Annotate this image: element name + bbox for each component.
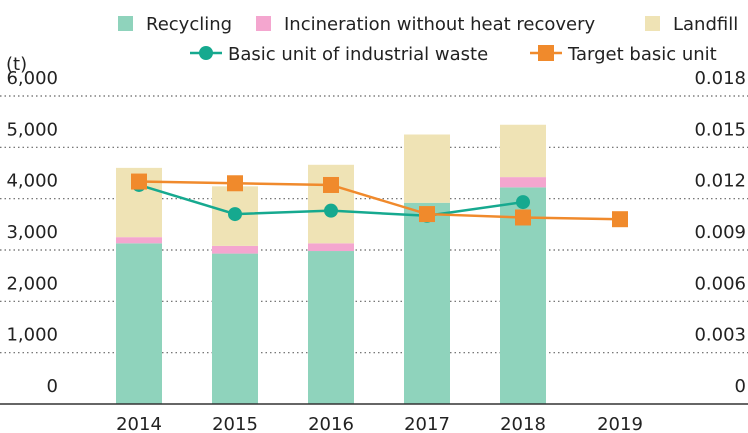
legend-marker [199, 46, 213, 60]
y-tick-label-left: 2,000 [6, 273, 58, 294]
bars [116, 124, 546, 404]
legend-swatch [256, 16, 271, 31]
data-point [612, 211, 628, 228]
legend-swatch [645, 16, 660, 31]
bar-segment [500, 124, 546, 178]
data-point [324, 203, 338, 218]
y-tick-label-left: 0 [47, 376, 58, 397]
axes: 0 1,000 2,000 3,000 4,000 5,000 6,000 0 0.003 0.0… [0, 68, 748, 433]
legend-swatch [118, 16, 133, 31]
data-point [228, 207, 242, 222]
y-tick-label-left: 3,000 [6, 222, 58, 243]
y-tick-label-left: 6,000 [6, 68, 58, 89]
bar-segment [308, 243, 354, 252]
y-tick-label-right: 0.018 [694, 68, 746, 89]
x-tick-label: 2018 [500, 414, 546, 433]
x-tick-label: 2017 [404, 414, 450, 433]
lines [131, 173, 628, 228]
x-tick-label: 2015 [212, 414, 258, 433]
y-tick-label-right: 0.012 [694, 171, 746, 192]
legend-label: Basic unit of industrial waste [228, 44, 488, 65]
y-tick-label-right: 0.009 [694, 222, 746, 243]
legend-label: Landfill [673, 14, 738, 35]
y-tick-label-left: 5,000 [6, 119, 58, 140]
series-line [138, 180, 621, 221]
data-point [516, 195, 530, 210]
x-tick-label: 2019 [597, 414, 643, 433]
bar-segment [212, 253, 258, 404]
y-tick-label-right: 0.015 [694, 119, 746, 140]
bar-segment [404, 134, 450, 203]
data-point [131, 173, 147, 190]
bar-segment [116, 237, 162, 244]
data-point [227, 175, 243, 192]
data-point [419, 206, 435, 223]
legend: Recycling Incineration without heat recov… [118, 14, 738, 65]
y-tick-label-left: 1,000 [6, 325, 58, 346]
x-tick-label: 2016 [308, 414, 354, 433]
bar-segment [500, 177, 546, 188]
legend-marker [538, 45, 554, 61]
y-tick-label-right: 0.006 [694, 273, 746, 294]
bar-segment [212, 245, 258, 254]
data-point [323, 176, 339, 193]
legend-label: Target basic unit [567, 44, 717, 65]
y-tick-label-right: 0.003 [694, 325, 746, 346]
y-tick-label-left: 4,000 [6, 171, 58, 192]
legend-label: Recycling [146, 14, 232, 35]
x-tick-label: 2014 [116, 414, 162, 433]
data-point [515, 209, 531, 226]
bar-segment [308, 251, 354, 404]
legend-label: Incineration without heat recovery [284, 14, 596, 35]
y-unit-label: (t) [6, 54, 27, 75]
y-tick-label-right: 0 [735, 376, 746, 397]
bar-segment [116, 243, 162, 404]
gridlines [0, 95, 748, 354]
bar-segment [404, 202, 450, 404]
